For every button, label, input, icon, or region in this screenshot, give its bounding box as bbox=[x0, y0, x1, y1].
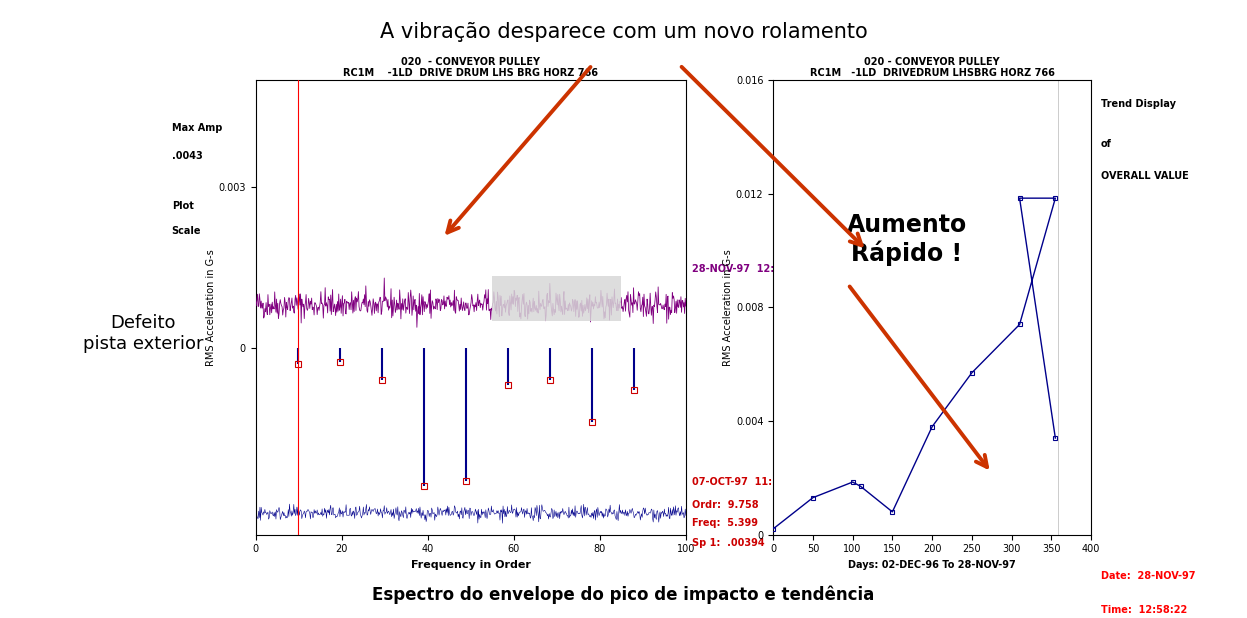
X-axis label: Frequency in Order: Frequency in Order bbox=[410, 560, 531, 570]
Text: .0043: .0043 bbox=[172, 151, 202, 161]
Bar bbox=[493, 276, 621, 321]
Text: A vibração desparece com um novo rolamento: A vibração desparece com um novo rolamen… bbox=[379, 22, 868, 41]
Text: Max Amp: Max Amp bbox=[172, 124, 222, 133]
Text: Scale: Scale bbox=[172, 226, 201, 235]
Y-axis label: RMS Acceleration in G-s: RMS Acceleration in G-s bbox=[206, 249, 216, 366]
Text: 28-NOV-97  12:58: 28-NOV-97 12:58 bbox=[692, 264, 788, 274]
Text: Freq:  5.399: Freq: 5.399 bbox=[692, 519, 758, 528]
Title: 020 - CONVEYOR PULLEY
RC1M   -1LD  DRIVEDRUM LHSBRG HORZ 766: 020 - CONVEYOR PULLEY RC1M -1LD DRIVEDRU… bbox=[809, 57, 1055, 78]
Text: Espectro do envelope do pico de impacto e tendência: Espectro do envelope do pico de impacto … bbox=[373, 586, 874, 604]
Text: Time:  12:58:22: Time: 12:58:22 bbox=[1101, 605, 1187, 615]
Text: OVERALL VALUE: OVERALL VALUE bbox=[1101, 171, 1188, 181]
Text: of: of bbox=[1101, 140, 1111, 150]
Text: Date:  28-NOV-97: Date: 28-NOV-97 bbox=[1101, 571, 1195, 581]
Text: Trend Display: Trend Display bbox=[1101, 98, 1176, 109]
Y-axis label: RMS Acceleration in G-s: RMS Acceleration in G-s bbox=[723, 249, 733, 366]
Title: 020  - CONVEYOR PULLEY
RC1M    -1LD  DRIVE DRUM LHS BRG HORZ 766: 020 - CONVEYOR PULLEY RC1M -1LD DRIVE DR… bbox=[343, 57, 599, 78]
X-axis label: Days: 02-DEC-96 To 28-NOV-97: Days: 02-DEC-96 To 28-NOV-97 bbox=[848, 560, 1016, 570]
Text: Sp 1:  .00394: Sp 1: .00394 bbox=[692, 538, 764, 548]
Text: 07-OCT-97  11:10: 07-OCT-97 11:10 bbox=[692, 477, 786, 488]
Text: Defeito
pista exterior: Defeito pista exterior bbox=[84, 315, 203, 353]
Text: Ordr:  9.758: Ordr: 9.758 bbox=[692, 500, 759, 510]
Text: Plot: Plot bbox=[172, 201, 193, 211]
Text: Aumento
Rápido !: Aumento Rápido ! bbox=[847, 213, 966, 266]
